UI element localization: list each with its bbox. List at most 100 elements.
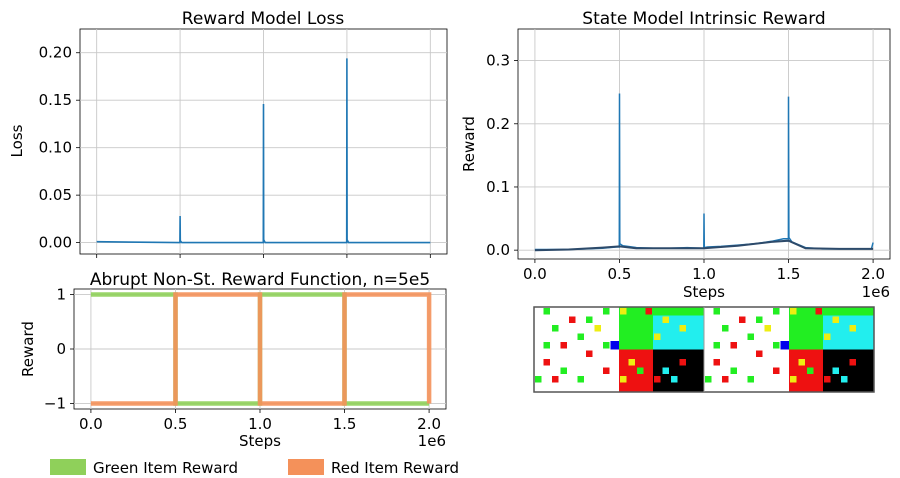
y-tick-label: 0.10 (39, 139, 72, 157)
legend: Green Item Reward Red Item Reward (50, 459, 459, 477)
item-cyan (662, 367, 669, 374)
y-tick-label: 0.3 (486, 52, 510, 70)
chart-abrupt-reward-function: −1 0 1 0.0 0.5 1.0 1.5 2.0 Abrupt Non-St. Rewa… (19, 270, 447, 450)
item-green (798, 333, 805, 340)
item-red (569, 316, 576, 323)
x-offset-label: 1e6 (418, 432, 446, 450)
item-red (679, 359, 686, 366)
quadrant-black (653, 349, 704, 392)
y-tick-label: −1 (44, 395, 66, 413)
item-yellow (790, 376, 797, 383)
item-yellow (654, 333, 661, 340)
item-green (603, 308, 610, 315)
item-yellow (620, 308, 627, 315)
legend-swatch-green (50, 459, 86, 475)
observation-grid-image (533, 306, 875, 393)
x-tick-label: 1.5 (333, 415, 357, 433)
item-yellow (798, 359, 805, 366)
item-yellow (824, 333, 831, 340)
item-cyan (832, 367, 839, 374)
item-red (552, 376, 559, 383)
item-yellow (679, 325, 686, 332)
item-cyan (841, 376, 848, 383)
quadrant-cyan (653, 315, 704, 350)
series-group (90, 292, 432, 406)
agent-blue (610, 341, 619, 350)
item-green (705, 376, 712, 383)
item-green (577, 333, 584, 340)
item-yellow (764, 325, 771, 332)
quadrant-cyan (823, 315, 874, 350)
y-tick-label: 0.15 (39, 91, 72, 109)
y-tick-label: 0.1 (486, 178, 510, 196)
item-green (713, 342, 720, 349)
x-tick-label: 0.5 (608, 265, 632, 283)
x-tick-label: 0.0 (523, 265, 547, 283)
item-red (739, 316, 746, 323)
item-red (815, 359, 822, 366)
item-green (807, 316, 814, 323)
item-red (824, 376, 831, 383)
item-red (730, 342, 737, 349)
y-ticks: −1 0 1 (44, 285, 74, 413)
x-tick-label: 2.0 (417, 415, 441, 433)
item-green (552, 325, 559, 332)
x-tick-label: 1.5 (777, 265, 801, 283)
y-tick-label: 0.0 (486, 241, 510, 259)
agent-blue (780, 341, 789, 350)
y-tick-label: 0 (56, 340, 66, 358)
item-green (747, 376, 754, 383)
chart-title: Reward Model Loss (182, 9, 345, 29)
item-green (637, 316, 644, 323)
item-green (543, 342, 550, 349)
series-line-2 (534, 239, 874, 252)
item-green (560, 367, 567, 374)
legend-swatch-red (288, 459, 324, 475)
item-cyan (671, 376, 678, 383)
item-green (730, 367, 737, 374)
x-tick-label: 0.5 (164, 415, 188, 433)
y-tick-label: 0.20 (39, 44, 72, 62)
quadrant-black (823, 349, 874, 392)
x-tick-label: 1.0 (248, 415, 272, 433)
series-group (534, 93, 874, 252)
item-yellow (620, 376, 627, 383)
item-red (849, 359, 856, 366)
item-red (645, 359, 652, 366)
item-green (807, 367, 814, 374)
series-group (96, 58, 431, 244)
item-green (586, 316, 593, 323)
item-green (722, 325, 729, 332)
item-red (713, 359, 720, 366)
item-yellow (849, 325, 856, 332)
item-red (543, 359, 550, 366)
y-axis-label: Reward (460, 116, 478, 172)
item-yellow (832, 316, 839, 323)
x-tick-label: 0.0 (79, 415, 103, 433)
y-tick-label: 1 (56, 285, 66, 303)
item-yellow (594, 325, 601, 332)
item-green (637, 367, 644, 374)
y-ticks: 0.0 0.1 0.2 0.3 (486, 52, 518, 259)
item-green (756, 316, 763, 323)
item-yellow (662, 316, 669, 323)
y-axis-label: Loss (8, 124, 26, 157)
item-yellow (790, 308, 797, 315)
item-green (747, 333, 754, 340)
x-axis-label: Steps (239, 432, 281, 450)
item-green (773, 308, 780, 315)
item-red (586, 350, 593, 357)
item-red (773, 367, 780, 374)
chart-state-model-intrinsic-reward: 0.0 0.1 0.2 0.3 0.0 0.5 1.0 1.5 2.0 State Model… (460, 9, 891, 301)
chart-title: State Model Intrinsic Reward (582, 9, 825, 29)
item-red (815, 308, 822, 315)
series-line-1 (96, 58, 431, 244)
item-green (535, 376, 542, 383)
x-tick-label: 1.0 (692, 265, 716, 283)
y-tick-label: 0.00 (39, 234, 72, 252)
x-tick-label: 2.0 (861, 265, 885, 283)
y-axis-label: Reward (19, 321, 37, 377)
x-axis-label: Steps (683, 283, 725, 301)
chart-reward-model-loss: 0.00 0.05 0.10 0.15 0.20 Reward Model Loss L… (8, 9, 448, 258)
